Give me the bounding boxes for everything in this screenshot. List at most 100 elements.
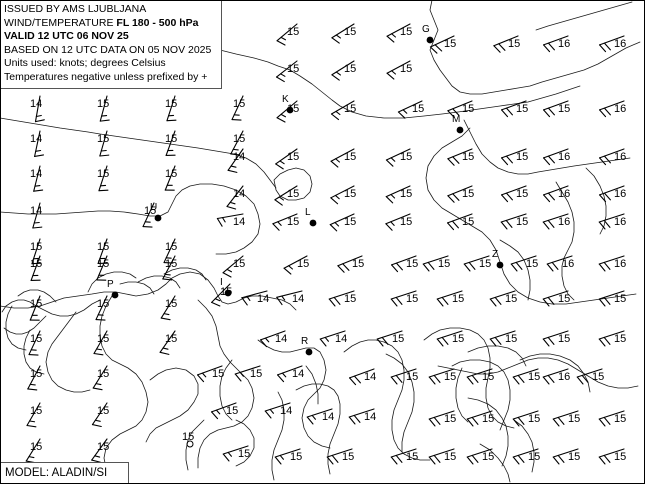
wind-barb [501,148,527,166]
temperature-label: 15 [568,413,581,425]
station-dot[interactable] [305,348,313,356]
temperature-label: 14 [292,293,305,305]
temperature-label: 15 [444,451,457,463]
wind-barb [598,290,625,307]
wind-barb [216,213,244,227]
wind-barb [32,202,43,229]
temperature-label: 15 [97,168,110,180]
temperature-label: 15 [482,371,495,383]
temperature-label: 16 [562,258,575,270]
temperature-label: 15 [220,286,233,298]
temperature-label: 16 [558,151,571,163]
temperature-label: 15 [165,133,178,145]
wind-barb [231,95,244,121]
temperature-label: 15 [438,258,451,270]
station-label: U [150,202,158,213]
temperature-label: 15 [344,216,357,228]
wind-barb [26,402,41,428]
temperature-label: 15 [462,188,475,200]
wind-barb [197,365,223,383]
wind-barb [576,368,603,385]
wind-barb [348,408,375,425]
model-label: MODEL: ALADIN/SI [5,467,108,479]
temperature-label: 16 [614,151,627,163]
wind-barb [397,100,423,119]
temperature-label: 15 [516,151,529,163]
temperature-label: 15 [97,333,110,345]
temperature-label: 15 [287,26,300,38]
wind-barb [99,95,110,122]
temperature-label: 15 [165,241,178,253]
wind-barb [466,368,493,385]
wind-barb [276,290,303,306]
temperature-label: 15 [505,293,518,305]
temperature-label: 14 [275,333,288,345]
temperature-label: 15 [558,103,571,115]
temperature-label: 15 [344,151,357,163]
wind-barb [428,448,455,465]
temperature-label: 15 [400,188,413,200]
station-label: G [422,24,430,35]
temperature-label: 15 [392,333,405,345]
station-dot[interactable] [224,289,232,297]
wind-barb [501,185,527,203]
wind-barb [447,100,473,118]
station-label: R [301,336,309,347]
temperature-label: 15 [444,371,457,383]
temperature-label: 14 [364,411,377,423]
wind-barb [510,255,537,272]
station-label: Z [492,249,499,260]
temperature-label: 15 [144,205,157,217]
temperature-label: 15 [97,298,110,310]
temperature-label: 15 [482,413,495,425]
wind-barb [385,148,411,167]
wind-barb [97,238,108,264]
temperature-label: 15 [462,151,475,163]
temperature-label: 15 [400,63,413,75]
station-dot[interactable] [286,106,294,114]
wind-barb [222,445,249,462]
temperature-label: 16 [558,38,571,50]
wind-barb [92,365,108,391]
wind-barb [211,402,237,420]
temperature-label: 15 [233,133,246,145]
wind-barb [211,283,231,307]
temperature-label: 15 [290,451,303,463]
station-dot[interactable] [496,261,504,269]
wind-barb [337,255,363,273]
issued-by-line: ISSUED BY AMS LJUBLJANA [4,3,147,15]
temperature-sign-line: Temperatures negative unless prefixed by… [4,70,208,83]
wind-barb [598,330,625,347]
wind-barb [599,185,625,203]
temperature-label: 14 [335,333,348,345]
wind-barb [98,165,109,192]
station-dot[interactable] [154,214,162,222]
temperature-label: 16 [614,188,627,200]
wind-barb [489,290,516,307]
station-dot[interactable] [426,36,434,44]
wind-barb [326,448,353,465]
temperature-label: 15 [30,241,43,253]
station-dot[interactable] [309,219,317,227]
station-dot[interactable] [456,126,464,134]
wind-barb [428,410,455,427]
temperature-label: 15 [516,216,529,228]
temperature-label: 15 [568,451,581,463]
wind-barb [306,408,333,425]
wind-barb [349,368,375,386]
temperature-label: 15 [344,26,357,38]
wind-barb [91,402,108,428]
temperature-label: 15 [558,293,571,305]
wind-barb [385,185,411,204]
temperature-label: 15 [344,103,357,115]
wind-barb [29,295,41,321]
station-dot[interactable] [111,291,119,299]
wind-barb [30,255,41,281]
wind-barb [466,448,493,465]
wind-barb [166,95,177,122]
wind-barb [319,330,346,347]
temperature-label: 15 [342,451,355,463]
wind-barb [466,410,493,427]
model-info-box: MODEL: ALADIN/SI [0,462,129,484]
temperature-label: 15 [482,451,495,463]
